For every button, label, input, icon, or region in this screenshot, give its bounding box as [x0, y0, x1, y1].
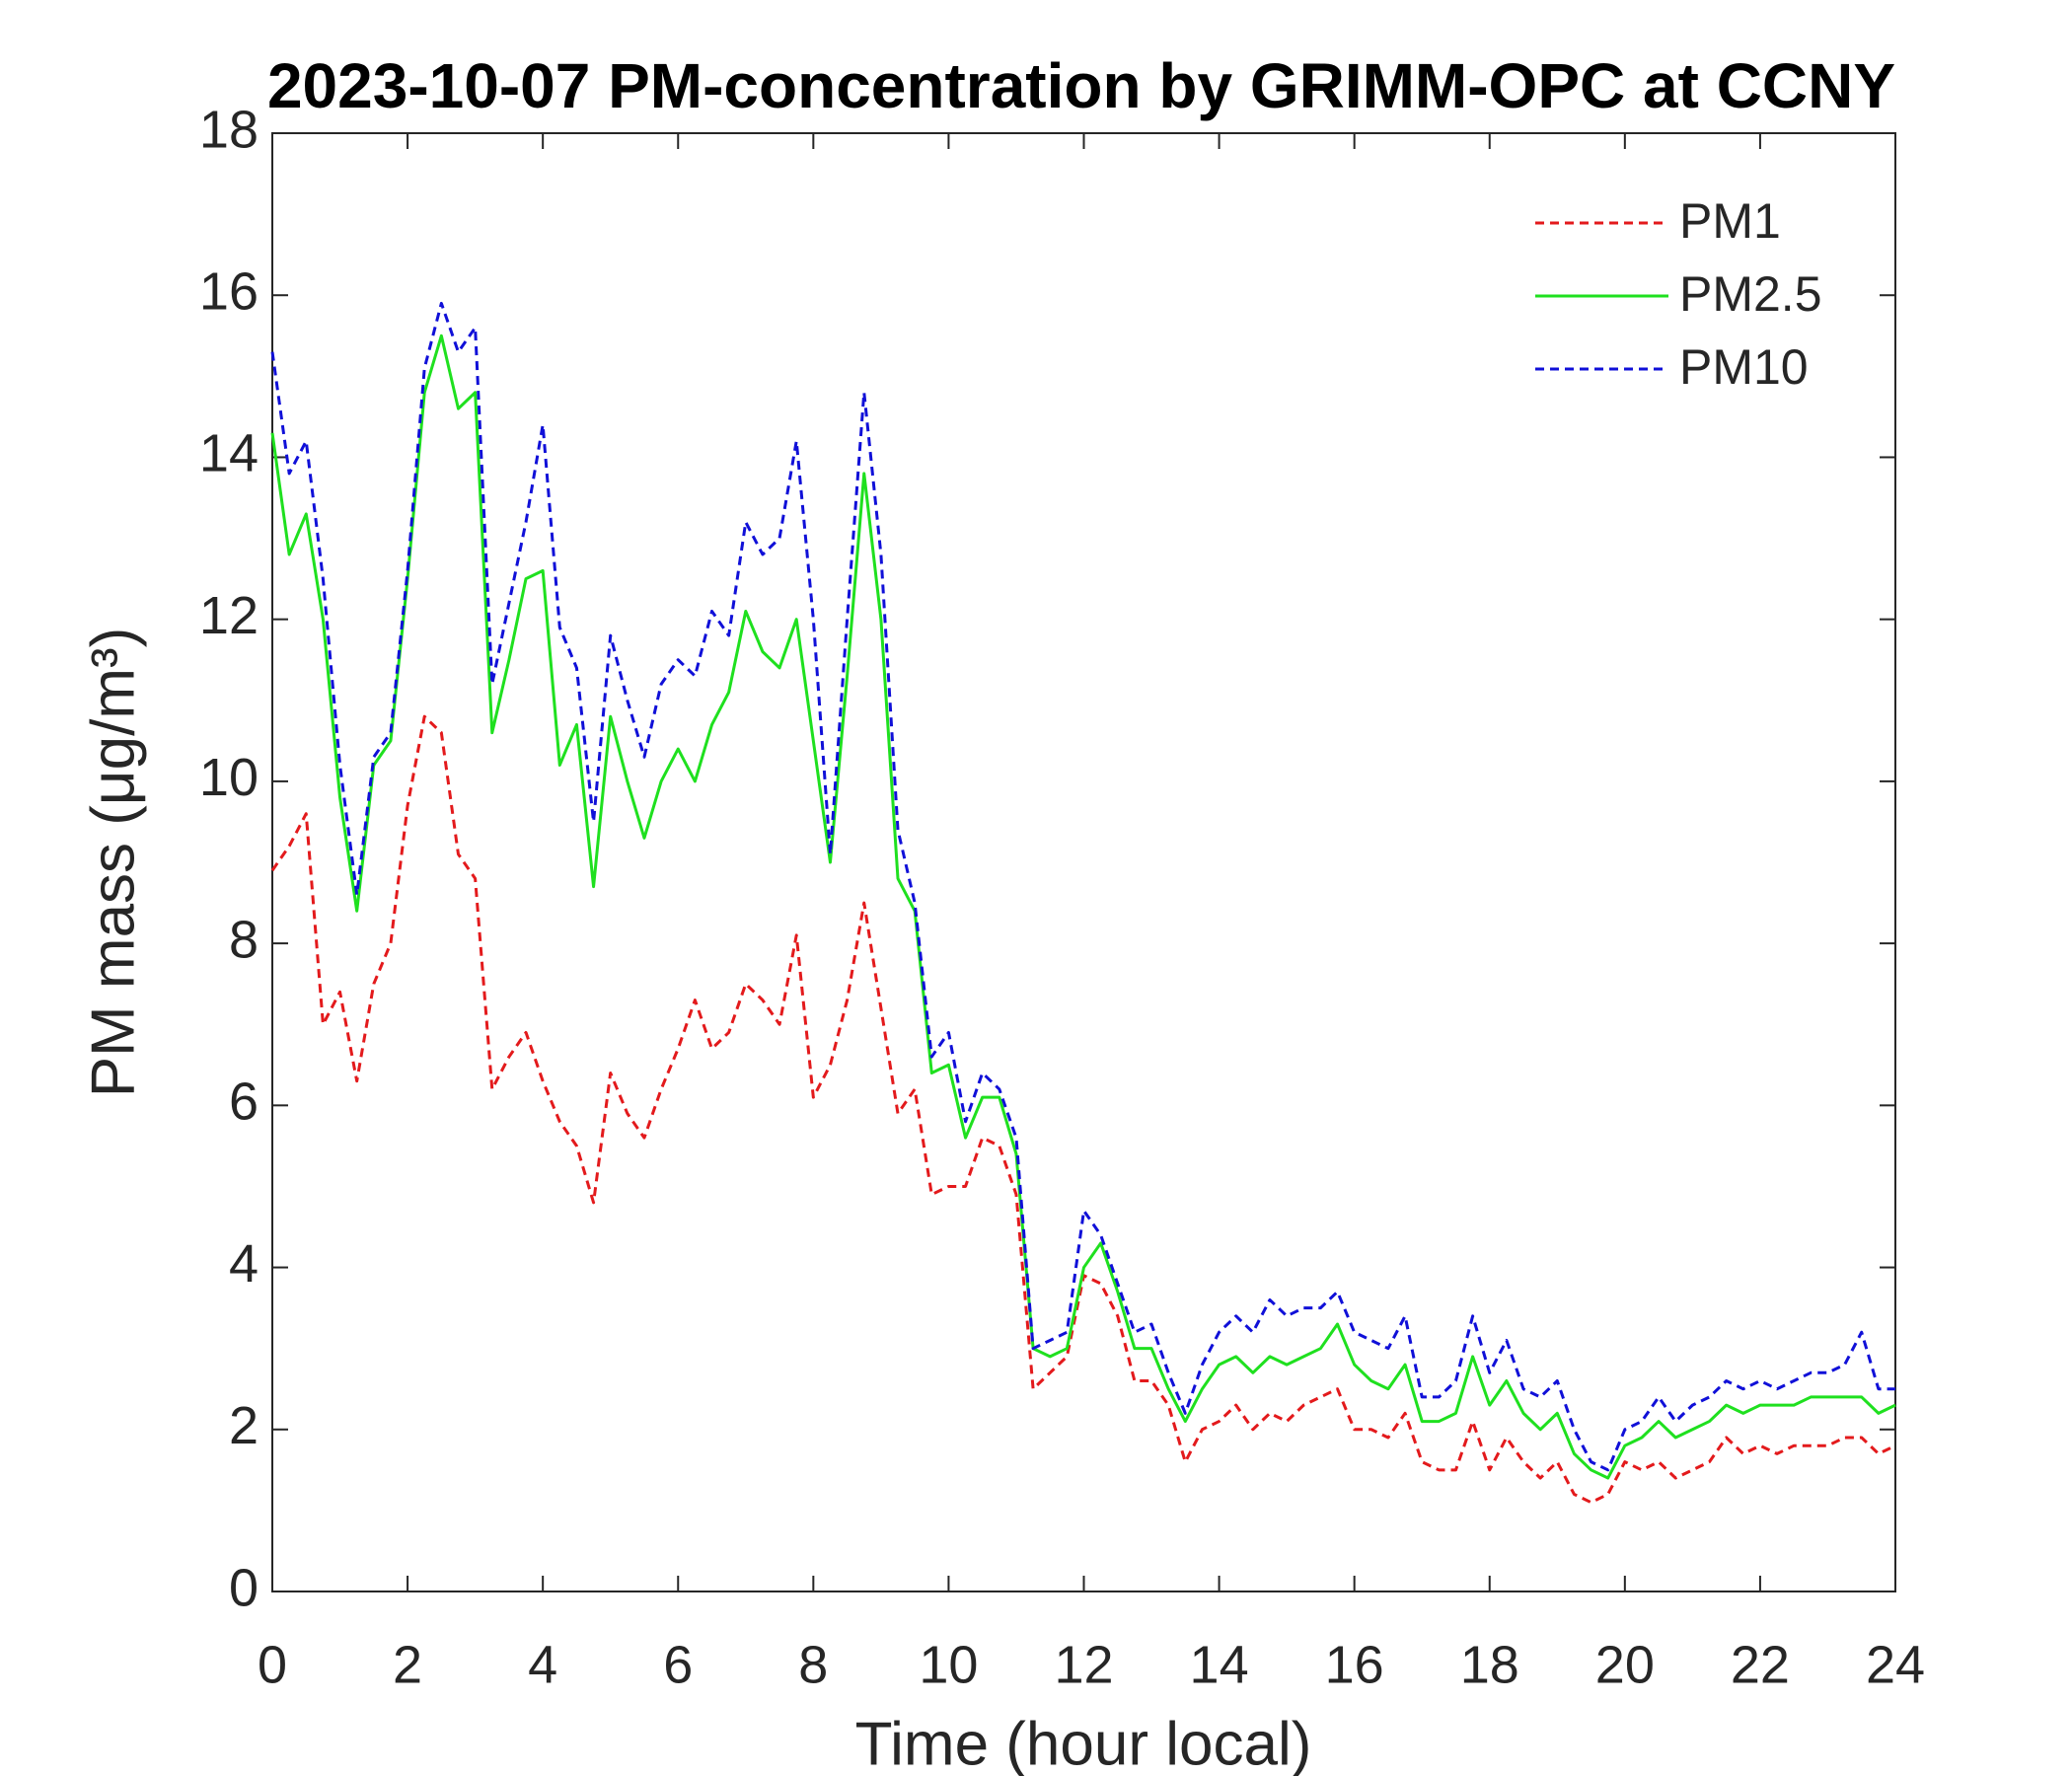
- x-tick-label: 8: [798, 1635, 828, 1694]
- x-axis-label: Time (hour local): [855, 1710, 1312, 1776]
- legend-label: PM2.5: [1679, 266, 1822, 322]
- x-tick-label: 18: [1460, 1635, 1519, 1694]
- y-tick-label: 0: [229, 1558, 259, 1617]
- y-tick-label: 10: [199, 748, 259, 807]
- legend-label: PM1: [1679, 193, 1781, 249]
- x-tick-label: 24: [1866, 1635, 1925, 1694]
- y-tick-label: 14: [199, 424, 259, 483]
- x-tick-label: 0: [258, 1635, 287, 1694]
- y-tick-label: 4: [229, 1234, 259, 1294]
- y-tick-label: 16: [199, 261, 259, 321]
- x-tick-label: 6: [663, 1635, 693, 1694]
- series-line: [270, 301, 1895, 1472]
- x-tick-label: 16: [1325, 1635, 1384, 1694]
- chart-title: 2023-10-07 PM-concentration by GRIMM-OPC…: [267, 50, 1895, 121]
- plot-area: [271, 132, 1896, 1592]
- x-tick-label: 14: [1190, 1635, 1249, 1694]
- y-tick-label: 8: [229, 910, 259, 969]
- x-tick-label: 4: [528, 1635, 557, 1694]
- series-line: [270, 333, 1896, 1480]
- y-tick-label: 6: [229, 1073, 259, 1132]
- x-tick-label: 20: [1595, 1635, 1655, 1694]
- series-line: [270, 714, 1896, 1505]
- legend-label: PM10: [1679, 339, 1809, 395]
- y-axis-label: PM mass (μg/m³): [79, 628, 147, 1098]
- y-tick-label: 18: [199, 100, 259, 159]
- x-tick-label: 12: [1054, 1635, 1113, 1694]
- y-tick-label: 2: [229, 1396, 259, 1455]
- x-tick-label: 10: [919, 1635, 978, 1694]
- x-tick-label: 22: [1731, 1635, 1790, 1694]
- x-tick-label: 2: [393, 1635, 422, 1694]
- y-tick-label: 12: [199, 586, 259, 645]
